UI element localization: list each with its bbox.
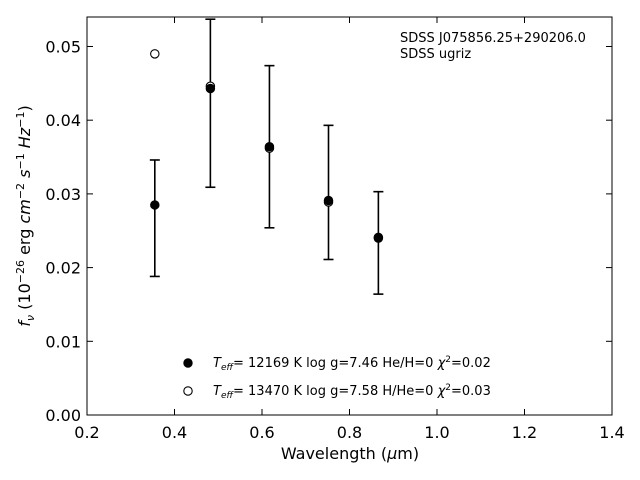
y-tick-label: 0.02 (45, 259, 81, 278)
data-point-filled (373, 232, 384, 243)
legend-entry-2: Teff= 13470 K log g=7.58 H/He=0 χ2=0.03 (213, 383, 491, 401)
data-point-filled (264, 141, 275, 152)
x-axis-label: Wavelength (μm) (281, 444, 419, 463)
legend-marker-filled (183, 358, 193, 368)
data-point-filled (323, 195, 334, 206)
x-tick-label: 1.4 (599, 423, 624, 442)
data-point-filled (205, 83, 216, 94)
y-tick-label: 0.01 (45, 332, 81, 351)
x-tick-label: 0.6 (249, 423, 274, 442)
data-marks (149, 18, 384, 295)
legend: Teff= 12169 K log g=7.46 He/H=0 χ2=0.02 … (183, 355, 491, 401)
legend-entry-1: Teff= 12169 K log g=7.46 He/H=0 χ2=0.02 (213, 355, 491, 373)
x-tick-label: 1.0 (424, 423, 449, 442)
annotation-survey: SDSS ugriz (400, 47, 471, 62)
annotation-object-name: SDSS J075856.25+290206.0 (400, 31, 586, 46)
data-point-open (150, 49, 160, 59)
x-tick-label: 0.8 (337, 423, 362, 442)
y-tick-label: 0.04 (45, 111, 81, 130)
y-axis-label: fν (10−26 erg cm−2 s−1 Hz−1) (14, 105, 37, 326)
legend-marker-open (183, 386, 193, 396)
axes: 0.2 0.4 0.6 0.8 1.0 1.2 1.4 0.00 0.01 0.02 0.03 0.0… (45, 16, 625, 442)
x-tick-label: 0.4 (162, 423, 187, 442)
x-tick-label: 1.2 (512, 423, 537, 442)
plot-area (149, 18, 384, 295)
data-point-filled (150, 200, 160, 210)
y-tick-label: 0.05 (45, 37, 81, 56)
x-tick-label: 0.2 (74, 423, 99, 442)
y-tick-label: 0.00 (45, 406, 81, 425)
y-tick-label: 0.03 (45, 185, 81, 204)
